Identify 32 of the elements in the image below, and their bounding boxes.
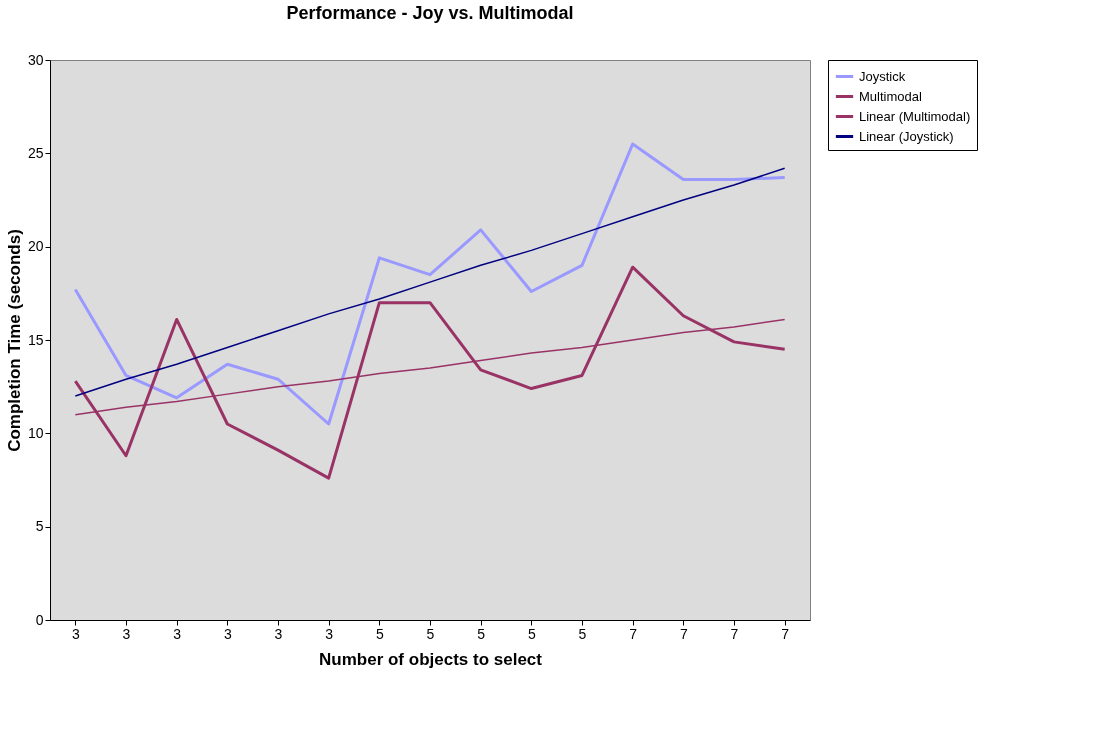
x-axis-title: Number of objects to select <box>319 649 543 669</box>
y-tick-label: 25 <box>27 144 44 161</box>
y-tick-label: 0 <box>35 611 44 628</box>
x-tick-label: 5 <box>426 625 435 642</box>
x-tick-label: 5 <box>477 625 486 642</box>
legend-label: Multimodal <box>859 88 922 104</box>
legend-label: Linear (Joystick) <box>859 128 954 144</box>
x-tick-label: 5 <box>527 625 536 642</box>
chart-title: Performance - Joy vs. Multimodal <box>286 3 574 23</box>
y-tick-label: 10 <box>27 424 44 441</box>
legend-label: Joystick <box>859 68 906 84</box>
y-tick-label: 30 <box>27 51 44 68</box>
x-tick-label: 3 <box>122 625 131 642</box>
x-tick-label: 7 <box>679 625 688 642</box>
y-tick-label: 20 <box>27 238 44 255</box>
legend-label: Linear (Multimodal) <box>859 108 971 124</box>
x-tick-label: 3 <box>325 625 334 642</box>
x-tick-label: 7 <box>629 625 638 642</box>
x-tick-label: 3 <box>173 625 182 642</box>
x-tick-label: 3 <box>274 625 283 642</box>
y-tick-label: 5 <box>35 518 44 535</box>
line-series <box>73 265 787 480</box>
x-tick-label: 3 <box>71 625 80 642</box>
line-series <box>73 142 787 426</box>
x-tick-label: 5 <box>578 625 587 642</box>
y-axis-title: Completion Time (seconds) <box>4 229 24 452</box>
x-tick-label: 7 <box>730 625 739 642</box>
x-tick-label: 5 <box>375 625 384 642</box>
x-tick-label: 7 <box>781 625 790 642</box>
line-series <box>74 167 786 397</box>
x-tick-label: 3 <box>223 625 232 642</box>
y-tick-label: 15 <box>27 331 44 348</box>
